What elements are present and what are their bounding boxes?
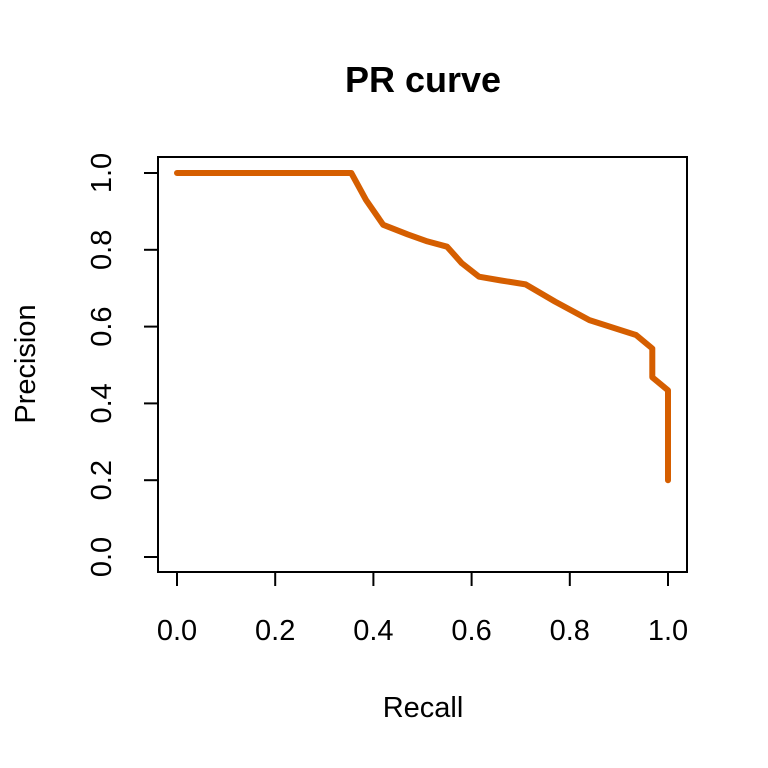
x-tick-label: 0.0 (157, 615, 197, 647)
y-axis: 0.0 0.2 0.4 0.6 0.8 1.0 (86, 153, 159, 577)
x-tick-label: 0.8 (550, 615, 590, 647)
y-tick-label: 0.6 (86, 306, 118, 346)
x-tick-label: 0.6 (451, 615, 491, 647)
y-axis-label: Precision (10, 304, 42, 423)
x-axis-label: Recall (383, 692, 464, 724)
plot-frame (157, 156, 688, 573)
x-tick-label: 0.4 (353, 615, 393, 647)
chart-title: PR curve (345, 59, 501, 100)
y-tick-label: 0.4 (86, 383, 118, 423)
y-tick-label: 0.0 (86, 537, 118, 577)
x-axis: 0.0 0.2 0.4 0.6 0.8 1.0 (157, 571, 688, 647)
x-tick-label: 0.2 (255, 615, 295, 647)
x-tick-label: 1.0 (648, 615, 688, 647)
pr-curve-line (174, 170, 671, 484)
y-tick-label: 0.8 (86, 230, 118, 270)
y-tick-label: 0.2 (86, 460, 118, 500)
series-layer (174, 170, 671, 484)
y-tick-label: 1.0 (86, 153, 118, 193)
